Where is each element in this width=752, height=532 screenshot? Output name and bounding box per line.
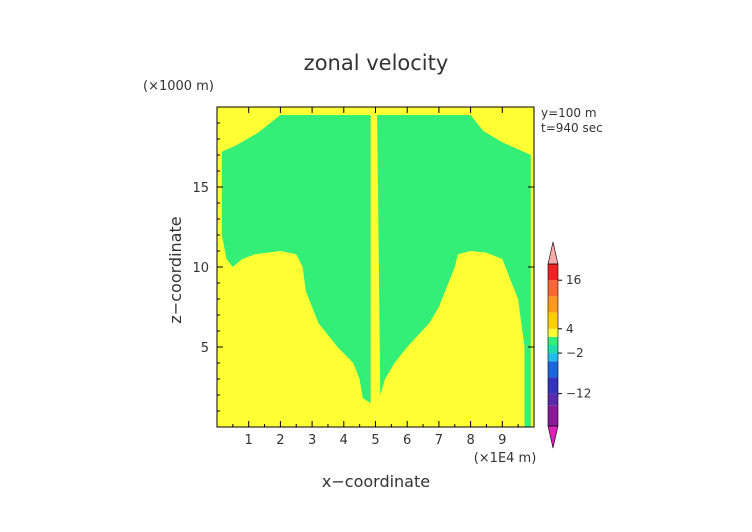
colorbar-segment	[548, 280, 558, 297]
y-unit-label: (×1000 m)	[143, 79, 214, 94]
annotation-y: y=100 m	[541, 106, 597, 120]
x-tick-label: 8	[466, 433, 474, 448]
x-tick-label: 9	[498, 433, 506, 448]
x-unit-label: (×1E4 m)	[474, 451, 537, 466]
x-tick-label: 1	[245, 433, 253, 448]
contour-plot-area	[216, 106, 535, 428]
colorbar-segment	[548, 336, 558, 345]
colorbar-segment	[548, 393, 558, 406]
colorbar-frame	[547, 263, 559, 427]
y-tick-label: 15	[192, 181, 209, 196]
colorbar-segment	[548, 361, 558, 378]
colorbar-segment	[548, 296, 558, 313]
y-tick-label: 5	[201, 341, 209, 356]
colorbar-tick-label: 16	[566, 273, 581, 287]
colorbar-bottom-arrow	[547, 425, 559, 449]
colorbar-segment	[548, 353, 558, 362]
colorbar-tick-label: 4	[566, 322, 574, 336]
colorbar-tick-label: −12	[566, 387, 591, 401]
colorbar-segment	[548, 264, 558, 281]
colorbar-segment	[548, 328, 558, 337]
y-axis-label: z−coordinate	[166, 216, 185, 323]
annotation-time: t=940 sec	[541, 121, 603, 135]
x-tick-label: 2	[276, 433, 284, 448]
contour-region-2	[377, 115, 531, 427]
x-tick-label: 5	[371, 433, 379, 448]
colorbar-segment	[548, 405, 558, 426]
chart-title: zonal velocity	[304, 51, 449, 75]
colorbar-segment	[548, 377, 558, 394]
x-tick-label: 3	[308, 433, 316, 448]
y-tick-label: 10	[192, 261, 209, 276]
x-axis-ticks: 1 2 3 4 5 6 7 8 9	[232, 107, 519, 448]
contour-region-1	[221, 115, 371, 403]
colorbar: 16 4 −2 −12	[547, 241, 591, 449]
colorbar-segment	[548, 312, 558, 329]
colorbar-top-arrow	[547, 241, 559, 265]
x-tick-label: 7	[435, 433, 443, 448]
colorbar-tick-label: −2	[566, 346, 584, 360]
x-tick-label: 6	[403, 433, 411, 448]
colorbar-segment	[548, 345, 558, 354]
x-tick-label: 4	[340, 433, 348, 448]
x-axis-label: x−coordinate	[322, 472, 430, 491]
y-axis-ticks: 5 10 15	[192, 122, 534, 412]
